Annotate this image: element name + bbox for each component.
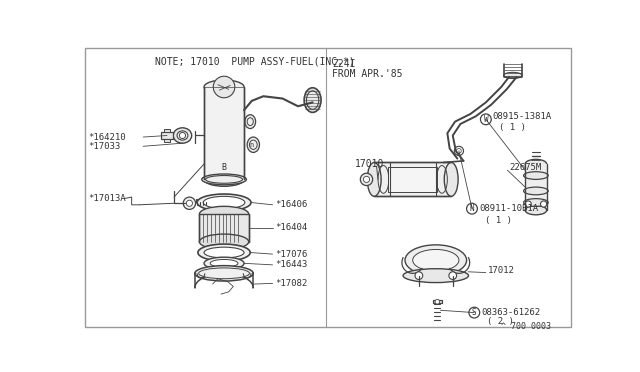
Ellipse shape (525, 206, 547, 215)
Ellipse shape (204, 80, 244, 94)
Text: 22675M: 22675M (509, 163, 541, 172)
Text: *16406: *16406 (276, 200, 308, 209)
Ellipse shape (304, 88, 321, 112)
Ellipse shape (307, 91, 319, 109)
Circle shape (481, 114, 492, 125)
Text: N: N (470, 204, 474, 213)
Circle shape (454, 146, 463, 155)
Ellipse shape (204, 196, 245, 209)
Text: 08363-61262: 08363-61262 (481, 308, 540, 317)
Circle shape (179, 132, 186, 139)
Ellipse shape (525, 159, 547, 169)
Text: *164210: *164210 (88, 132, 125, 141)
Ellipse shape (198, 268, 250, 279)
Circle shape (469, 307, 480, 318)
Circle shape (360, 173, 372, 186)
Circle shape (186, 200, 193, 206)
Text: 08915-1381A: 08915-1381A (493, 112, 552, 121)
Ellipse shape (524, 172, 548, 179)
Text: *16404: *16404 (276, 224, 308, 232)
Circle shape (449, 272, 456, 279)
Text: ( 1 ): ( 1 ) (499, 122, 526, 132)
Text: *17082: *17082 (276, 279, 308, 288)
Ellipse shape (200, 206, 249, 222)
Ellipse shape (245, 115, 255, 129)
Ellipse shape (367, 163, 381, 196)
Circle shape (415, 272, 422, 279)
Text: *16443: *16443 (276, 260, 308, 269)
Text: ( 2 ): ( 2 ) (488, 317, 515, 326)
Ellipse shape (413, 250, 459, 271)
Text: FROM APR.'85: FROM APR.'85 (332, 69, 403, 79)
Bar (525, 164, 547, 210)
Text: *17013A: *17013A (88, 194, 125, 203)
Ellipse shape (444, 163, 458, 196)
Bar (433, 299, 442, 303)
Circle shape (456, 148, 461, 153)
Ellipse shape (177, 131, 188, 140)
Text: 17010: 17010 (355, 159, 385, 169)
Ellipse shape (205, 176, 243, 183)
Ellipse shape (200, 234, 249, 250)
Ellipse shape (204, 173, 244, 186)
Ellipse shape (198, 244, 250, 261)
Ellipse shape (250, 140, 257, 150)
Circle shape (525, 201, 531, 207)
Ellipse shape (405, 245, 467, 276)
Text: *17076: *17076 (276, 250, 308, 259)
Ellipse shape (524, 187, 548, 195)
Ellipse shape (204, 257, 244, 269)
Ellipse shape (247, 137, 259, 153)
Ellipse shape (173, 128, 192, 143)
Text: 08911-10B1A: 08911-10B1A (479, 204, 538, 213)
Text: ^ 700 0003: ^ 700 0003 (501, 322, 551, 331)
Bar (161, 132, 173, 140)
Text: n: n (249, 142, 253, 148)
Text: ( 1 ): ( 1 ) (485, 216, 512, 225)
Ellipse shape (247, 118, 253, 125)
Bar (164, 129, 170, 132)
Text: NOTE; 17010  PUMP ASSY-FUEL(INC.*): NOTE; 17010 PUMP ASSY-FUEL(INC.*) (155, 57, 355, 67)
Bar (388, 167, 437, 192)
Text: 17012: 17012 (488, 266, 515, 275)
Bar (196, 199, 200, 202)
Bar (200, 214, 249, 242)
Ellipse shape (403, 269, 468, 283)
Text: S: S (472, 308, 477, 317)
Ellipse shape (210, 260, 238, 267)
Ellipse shape (204, 247, 244, 258)
Text: B: B (221, 163, 227, 172)
Text: *17033: *17033 (88, 142, 120, 151)
Bar (204, 87, 244, 179)
Bar (374, 163, 451, 196)
Circle shape (435, 299, 440, 304)
Circle shape (541, 201, 547, 207)
Circle shape (213, 76, 235, 98)
Circle shape (183, 197, 196, 209)
Bar (164, 140, 170, 142)
Ellipse shape (202, 174, 246, 185)
Ellipse shape (524, 199, 548, 206)
Text: W: W (484, 115, 488, 124)
Circle shape (364, 176, 369, 183)
Ellipse shape (504, 73, 522, 78)
Text: Z24I: Z24I (332, 59, 355, 69)
Ellipse shape (195, 266, 253, 281)
Ellipse shape (197, 194, 251, 211)
Circle shape (467, 203, 477, 214)
